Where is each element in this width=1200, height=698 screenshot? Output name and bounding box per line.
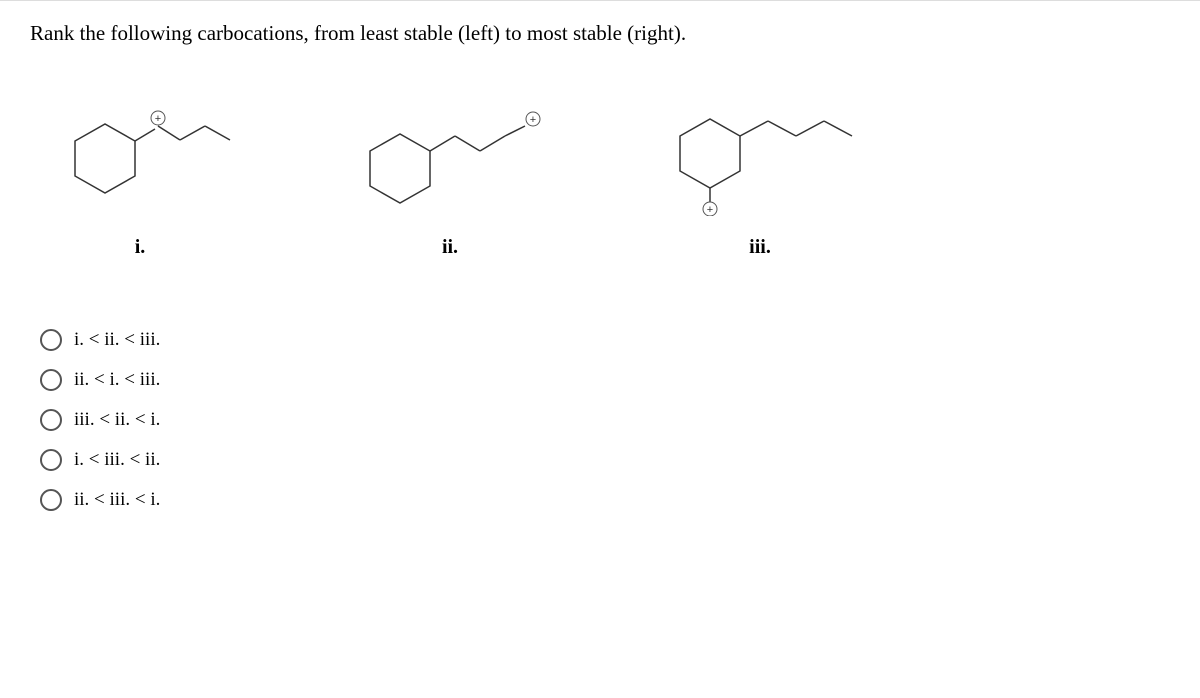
radio-icon	[40, 449, 62, 471]
structure-iii-svg: +	[660, 96, 860, 216]
option-1[interactable]: i. < ii. < iii.	[40, 329, 1170, 351]
structure-ii-label: ii.	[442, 236, 458, 259]
option-3[interactable]: iii. < ii. < i.	[40, 409, 1170, 431]
structure-ii-svg: +	[350, 96, 550, 216]
structure-i-label: i.	[135, 236, 146, 259]
svg-text:+: +	[707, 204, 713, 216]
structure-ii: + ii.	[350, 96, 550, 259]
structure-i: + i.	[40, 96, 240, 259]
option-4[interactable]: i. < iii. < ii.	[40, 449, 1170, 471]
structures-row: + i.	[40, 96, 1170, 259]
radio-icon	[40, 329, 62, 351]
option-5[interactable]: ii. < iii. < i.	[40, 489, 1170, 511]
radio-icon	[40, 489, 62, 511]
structure-iii: + iii.	[660, 96, 860, 259]
question-container: Rank the following carbocations, from le…	[0, 0, 1200, 549]
option-4-label: i. < iii. < ii.	[74, 449, 160, 471]
option-1-label: i. < ii. < iii.	[74, 329, 160, 351]
option-2[interactable]: ii. < i. < iii.	[40, 369, 1170, 391]
structure-i-svg: +	[40, 96, 240, 216]
options-list: i. < ii. < iii. ii. < i. < iii. iii. < i…	[40, 329, 1170, 511]
option-2-label: ii. < i. < iii.	[74, 369, 160, 391]
radio-icon	[40, 369, 62, 391]
question-text: Rank the following carbocations, from le…	[30, 21, 1170, 46]
svg-text:+: +	[155, 113, 161, 125]
svg-text:+: +	[530, 114, 536, 126]
structure-iii-label: iii.	[749, 236, 771, 259]
option-3-label: iii. < ii. < i.	[74, 409, 160, 431]
option-5-label: ii. < iii. < i.	[74, 489, 160, 511]
radio-icon	[40, 409, 62, 431]
